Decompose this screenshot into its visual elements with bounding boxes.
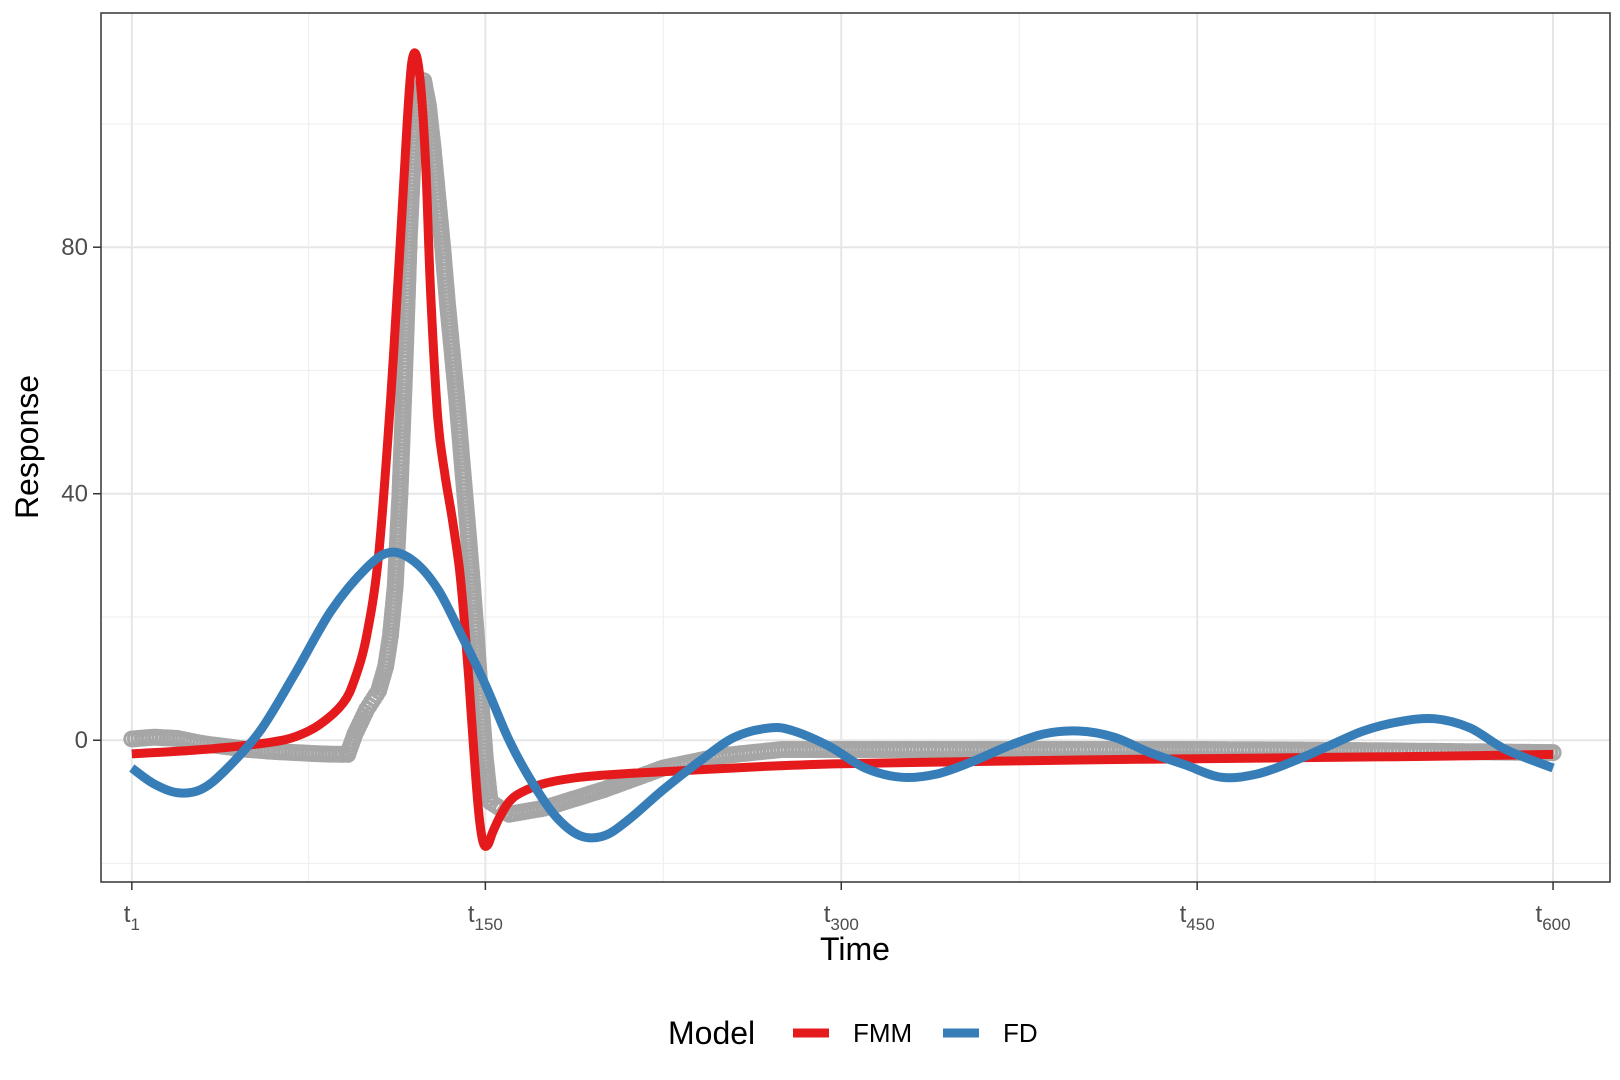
- legend: Model FMM FD: [668, 1015, 1038, 1051]
- observed-points: [123, 72, 1562, 823]
- series-line-fmm: [131, 48, 1554, 851]
- legend-label-fmm: FMM: [853, 1018, 912, 1048]
- y-tick-label: 0: [75, 727, 88, 754]
- series-lines: [129, 48, 1555, 851]
- y-tick-label: 80: [61, 234, 88, 261]
- grid: [101, 13, 1610, 882]
- x-tick-label: t450: [1180, 901, 1215, 934]
- y-axis-title: Response: [9, 375, 45, 519]
- x-tick-label: t600: [1536, 901, 1571, 934]
- panel-border: [100, 12, 1611, 883]
- legend-title: Model: [668, 1015, 755, 1051]
- x-axis: t1 t150 t300 t450 t600: [124, 882, 1571, 934]
- legend-label-fd: FD: [1003, 1018, 1038, 1048]
- series-line-fd: [129, 547, 1555, 843]
- y-tick-label: 40: [61, 481, 88, 508]
- y-axis: 0 40 80: [61, 234, 101, 754]
- x-tick-label: t1: [124, 901, 140, 934]
- x-tick-label: t300: [824, 901, 859, 934]
- x-axis-title: Time: [820, 931, 890, 967]
- x-tick-label: t150: [468, 901, 503, 934]
